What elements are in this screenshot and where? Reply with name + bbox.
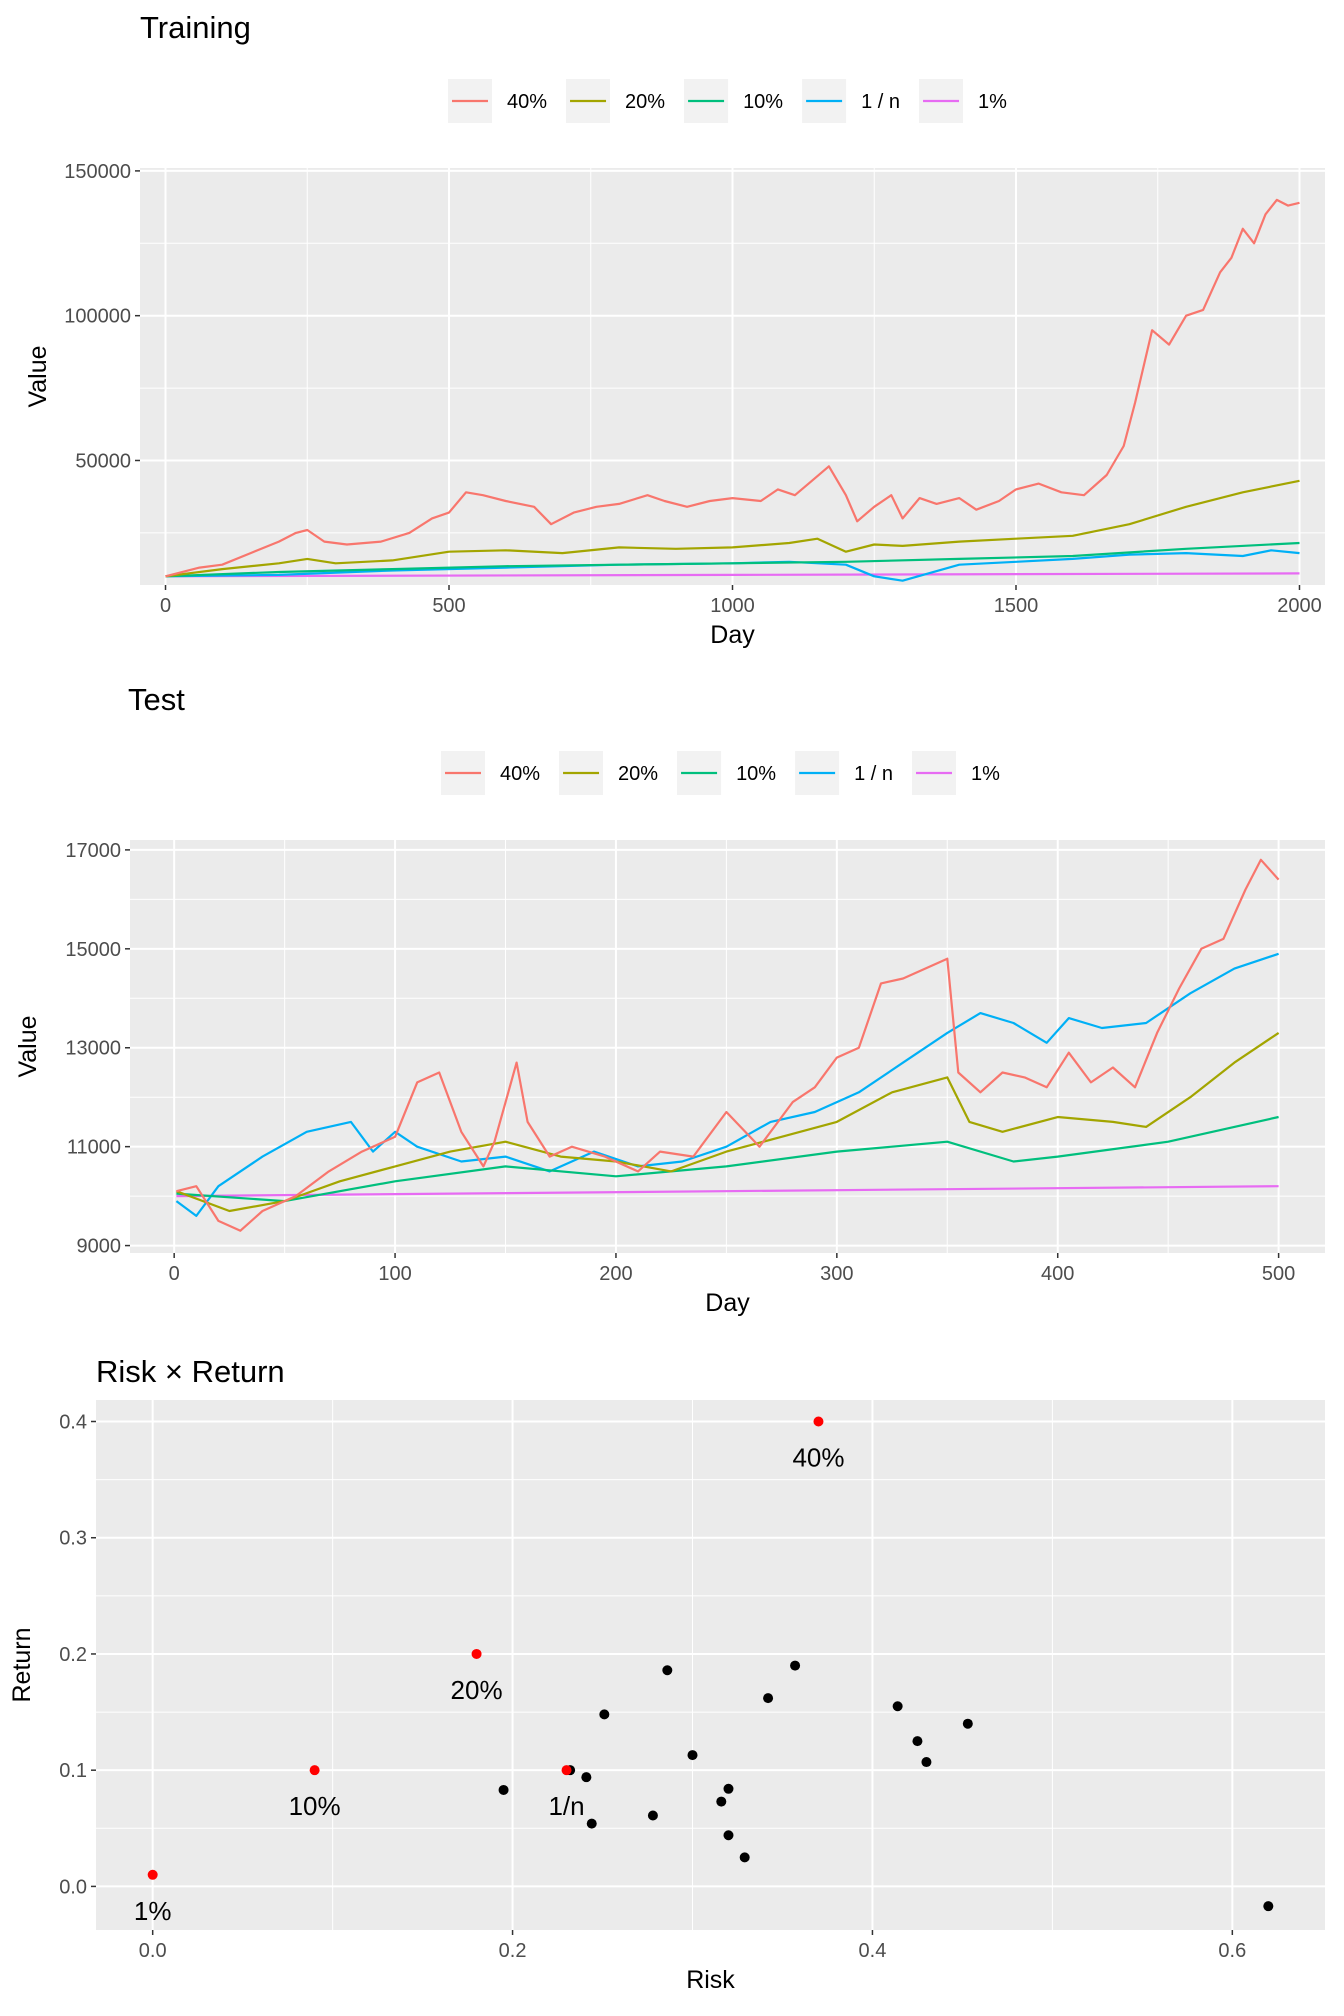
legend-label: 20% bbox=[625, 91, 665, 113]
highlight-point bbox=[471, 1648, 482, 1659]
scatter-point bbox=[763, 1693, 774, 1704]
chart-title: Risk × Return bbox=[96, 1354, 285, 1389]
data-layer bbox=[165, 198, 1300, 582]
scatter-point bbox=[912, 1736, 923, 1747]
x-tick-label: 200 bbox=[599, 1263, 632, 1285]
legend-label: 40% bbox=[500, 763, 540, 785]
data-layer bbox=[175, 858, 1280, 1232]
series-line-4 bbox=[176, 1185, 1279, 1198]
y-tick-label: 11000 bbox=[67, 1137, 121, 1159]
y-tick-label: 0.4 bbox=[59, 1412, 87, 1434]
scatter-point bbox=[962, 1718, 973, 1729]
highlight-point bbox=[147, 1869, 158, 1880]
y-tick-label: 50000 bbox=[75, 450, 131, 472]
legend-label: 10% bbox=[743, 91, 783, 113]
point-label: 20% bbox=[451, 1675, 503, 1705]
legend: 40% 20% 10% 1 / n 1% bbox=[441, 751, 1000, 795]
x-tick-label: 0 bbox=[160, 595, 171, 617]
y-tick-label: 15000 bbox=[65, 939, 121, 961]
series-line-3 bbox=[165, 549, 1300, 582]
plot-panel bbox=[96, 1400, 1325, 1930]
legend-label: 1% bbox=[971, 763, 1000, 785]
legend-label: 10% bbox=[736, 763, 776, 785]
series-line-4 bbox=[165, 572, 1300, 578]
y-tick-label: 0.1 bbox=[59, 1760, 87, 1782]
scatter-point bbox=[687, 1750, 698, 1761]
highlight-point bbox=[813, 1416, 824, 1427]
series-line-0 bbox=[165, 198, 1300, 578]
scatter-point bbox=[716, 1796, 727, 1807]
y-axis-title: Value bbox=[24, 345, 52, 407]
scatter-point bbox=[739, 1852, 750, 1863]
series-line-1 bbox=[176, 1031, 1280, 1213]
y-axis-title: Value bbox=[14, 1015, 42, 1077]
series-line-2 bbox=[176, 1115, 1279, 1203]
scatter-point bbox=[723, 1783, 734, 1794]
x-tick-label: 2000 bbox=[1277, 595, 1322, 617]
scatter-point bbox=[1263, 1901, 1274, 1912]
scatter-point bbox=[892, 1701, 903, 1712]
y-tick-label: 100000 bbox=[64, 306, 131, 328]
highlight-point bbox=[561, 1765, 572, 1776]
scatter-point bbox=[647, 1810, 658, 1821]
scatter-point bbox=[599, 1709, 610, 1720]
point-label: 1/n bbox=[548, 1791, 584, 1821]
legend-label: 1 / n bbox=[861, 91, 900, 113]
scatter-point bbox=[723, 1830, 734, 1841]
scatter-point bbox=[498, 1784, 509, 1795]
data-layer bbox=[147, 1416, 1274, 1912]
chart-panel-2: Risk × Return 0.0 0.2 0.4 0.6 0.0 0.1 0.2 0.3 0.4… bbox=[8, 1354, 1325, 1994]
chart-title: Test bbox=[128, 682, 185, 717]
legend: 40% 20% 10% 1 / n 1% bbox=[448, 79, 1007, 123]
y-tick-label: 13000 bbox=[65, 1038, 121, 1060]
series-line-3 bbox=[175, 952, 1279, 1218]
x-tick-label: 300 bbox=[820, 1263, 853, 1285]
y-tick-label: 9000 bbox=[77, 1236, 122, 1258]
x-axis-title: Day bbox=[705, 1289, 750, 1317]
scatter-point bbox=[921, 1757, 932, 1768]
series-line-2 bbox=[165, 541, 1300, 578]
chart-title: Training bbox=[140, 10, 251, 45]
scatter-point bbox=[790, 1660, 801, 1671]
y-tick-label: 150000 bbox=[64, 161, 131, 183]
point-label: 10% bbox=[289, 1791, 341, 1821]
y-tick-label: 17000 bbox=[65, 840, 121, 862]
point-label: 1% bbox=[134, 1896, 172, 1926]
x-tick-label: 1500 bbox=[994, 595, 1039, 617]
legend-label: 1 / n bbox=[854, 763, 893, 785]
x-tick-label: 500 bbox=[1262, 1263, 1295, 1285]
x-tick-label: 0.0 bbox=[139, 1940, 167, 1962]
x-tick-label: 0 bbox=[169, 1263, 180, 1285]
scatter-point bbox=[586, 1818, 597, 1829]
x-tick-label: 0.4 bbox=[859, 1940, 887, 1962]
y-axis-title: Return bbox=[8, 1627, 36, 1702]
y-tick-label: 0.2 bbox=[59, 1644, 87, 1666]
scatter-point bbox=[662, 1665, 673, 1676]
chart-panel-0: Training 0 500 1000 1500 2000 50000 100000 15000… bbox=[24, 10, 1325, 649]
scatter-point bbox=[581, 1772, 592, 1783]
y-tick-label: 0.0 bbox=[59, 1876, 87, 1898]
series-line-0 bbox=[176, 858, 1280, 1232]
x-tick-label: 100 bbox=[378, 1263, 411, 1285]
y-tick-label: 0.3 bbox=[59, 1528, 87, 1550]
legend-label: 20% bbox=[618, 763, 658, 785]
x-axis-title: Day bbox=[710, 621, 755, 649]
legend-label: 40% bbox=[507, 91, 547, 113]
chart-panel-1: Test 0 100 200 300 400 500 9000 11000 13000 15000 1… bbox=[14, 682, 1325, 1317]
x-axis-title: Risk bbox=[686, 1966, 735, 1994]
highlight-point bbox=[309, 1765, 320, 1776]
x-tick-label: 500 bbox=[432, 595, 465, 617]
legend-label: 1% bbox=[978, 91, 1007, 113]
x-tick-label: 0.6 bbox=[1218, 1940, 1246, 1962]
series-line-1 bbox=[165, 479, 1300, 578]
point-label: 40% bbox=[792, 1443, 844, 1473]
x-tick-label: 1000 bbox=[710, 595, 755, 617]
x-tick-label: 0.2 bbox=[499, 1940, 527, 1962]
x-tick-label: 400 bbox=[1041, 1263, 1074, 1285]
